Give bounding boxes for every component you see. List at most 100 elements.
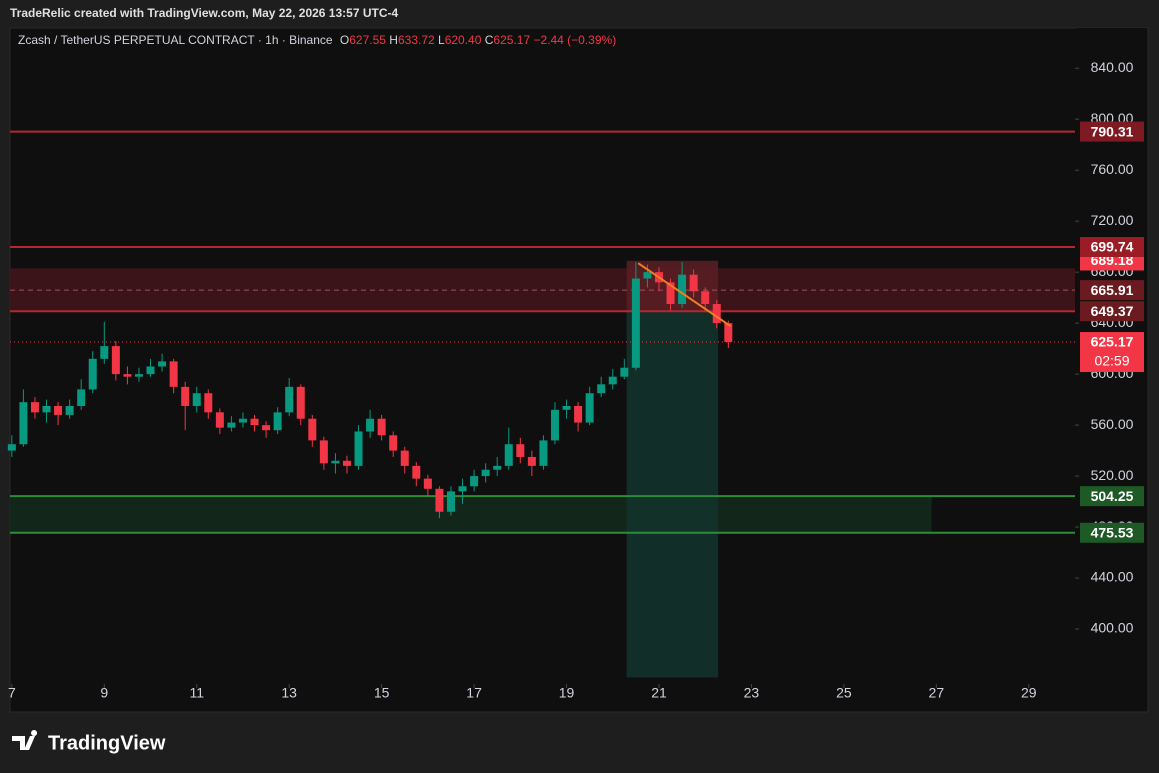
candle-body: [111, 346, 120, 375]
candle-body: [643, 272, 652, 279]
y-tick-label: 720.00: [1091, 212, 1134, 228]
y-tick-label: 760.00: [1091, 161, 1134, 177]
candle-body: [227, 422, 236, 428]
candle-body: [7, 444, 16, 451]
candle-body: [319, 440, 328, 464]
price-label: 665.91: [1091, 282, 1134, 298]
x-tick-label: 21: [651, 685, 667, 701]
candle-body: [308, 418, 317, 441]
candle-body: [204, 393, 213, 413]
candle-body: [100, 346, 109, 359]
candle-body: [435, 488, 444, 512]
candle-body: [342, 460, 351, 466]
high-label: H: [389, 33, 398, 47]
candle-body: [146, 366, 155, 375]
candle-body: [666, 282, 675, 305]
x-tick-label: 15: [374, 685, 390, 701]
candle-body: [481, 469, 490, 477]
candle-body: [412, 465, 421, 479]
candle-body: [585, 393, 594, 423]
candle-body: [620, 367, 629, 377]
open-label: O: [340, 33, 349, 47]
x-tick-label: 9: [100, 685, 108, 701]
candle-body: [192, 393, 201, 406]
candle-body: [608, 376, 617, 385]
candle-body: [527, 456, 536, 466]
candle-body: [423, 478, 432, 489]
candle-body: [134, 374, 143, 377]
price-label: 625.17: [1091, 334, 1134, 350]
low-value: 620.40: [445, 33, 482, 47]
candle-body: [550, 409, 559, 441]
trendline: [637, 262, 732, 328]
legend-text: Zcash / TetherUS PERPETUAL CONTRACT · 1h…: [18, 33, 616, 47]
candle-body: [458, 486, 467, 492]
candle-body: [54, 405, 63, 415]
candle-body: [181, 386, 190, 406]
candle-body: [701, 291, 710, 305]
x-tick-label: 11: [189, 685, 204, 701]
candle-body: [574, 405, 583, 423]
price-label-bg: [1080, 121, 1144, 142]
candle-body: [296, 386, 305, 419]
x-tick-label: 13: [281, 685, 297, 701]
logo-text: TradingView: [48, 732, 166, 754]
candle-body: [597, 384, 606, 394]
candle-body: [77, 389, 86, 406]
candle-body: [331, 460, 340, 464]
y-tick-label: 400.00: [1091, 620, 1134, 636]
position-target: [626, 311, 719, 678]
candle-body: [678, 274, 687, 305]
candle-body: [539, 440, 548, 466]
price-label-bg: [1080, 236, 1144, 257]
x-tick-label: 23: [744, 685, 760, 701]
candle-body: [65, 405, 74, 415]
candle-body: [215, 412, 224, 428]
candle-body: [516, 444, 525, 457]
price-label: 699.74: [1091, 239, 1134, 255]
price-label-bg: [1080, 301, 1144, 322]
price-label: 475.53: [1091, 524, 1134, 540]
low-label: L: [438, 33, 445, 47]
logo-mark: [12, 730, 38, 750]
price-label-bg: [1080, 522, 1144, 543]
candle-body: [158, 361, 167, 367]
candle-body: [366, 418, 375, 432]
price-label-bg: [1080, 280, 1144, 301]
candle-body: [273, 412, 282, 431]
zone: [10, 496, 932, 533]
chart-panel: [9, 27, 1149, 713]
credit: TradeRelic created with TradingView.com,…: [10, 6, 398, 20]
candle-body: [262, 425, 271, 431]
candle-body: [400, 450, 409, 466]
x-tick-label: 27: [929, 685, 945, 701]
x-tick-label: 29: [1021, 685, 1037, 701]
price-label: 649.37: [1091, 303, 1134, 319]
candle-body: [724, 323, 733, 343]
x-tick-label: 25: [836, 685, 852, 701]
y-tick-label: 840.00: [1091, 59, 1134, 75]
price-label-bg: [1080, 486, 1144, 507]
x-tick-label: 17: [466, 685, 482, 701]
candle-body: [562, 405, 571, 410]
candle-body: [631, 278, 640, 368]
candle-body: [285, 386, 294, 413]
candle-body: [19, 402, 28, 445]
candle-body: [238, 418, 247, 423]
candle-body: [169, 361, 178, 387]
candle-body: [446, 491, 455, 512]
candle-body: [354, 431, 363, 466]
candle-body: [30, 402, 39, 413]
x-tick-label: 19: [559, 685, 575, 701]
y-tick-label: 520.00: [1091, 467, 1134, 483]
candle-body: [389, 435, 398, 451]
x-tick-label: 7: [8, 685, 16, 701]
candle-body: [504, 444, 513, 466]
candle-body: [88, 358, 97, 390]
plot: [7, 130, 1075, 678]
price-label-bg: [1080, 332, 1144, 373]
open-value: 627.55: [349, 33, 386, 47]
